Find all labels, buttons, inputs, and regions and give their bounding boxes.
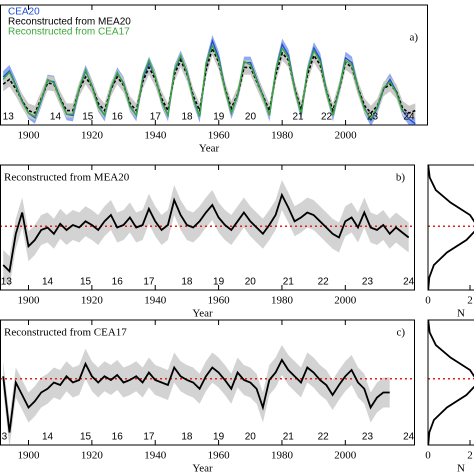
cycle-number: 23 (362, 432, 374, 443)
cycle-number: 24 (403, 432, 415, 443)
uncertainty-band (3, 180, 409, 287)
x-tick-label: 1920 (81, 295, 104, 307)
x-tick-label: 1980 (271, 295, 294, 307)
cycle-number: 14 (42, 277, 54, 288)
plot-area (2, 35, 416, 125)
cycle-number: 16 (112, 432, 124, 443)
data-line (2, 45, 416, 115)
cycle-number: 21 (283, 277, 295, 288)
cycle-number: 19 (213, 112, 225, 123)
x-tick-label: 1980 (271, 130, 294, 142)
plot-frame (0, 4, 428, 126)
cycle-number: 14 (50, 112, 62, 123)
histogram-area (428, 165, 474, 290)
x-tick-label: 2000 (334, 450, 357, 462)
x-axis-label: Year (192, 463, 213, 474)
cycle-number: 19 (213, 277, 225, 288)
x-tick-label: 1940 (144, 130, 167, 142)
panel-label: a) (409, 32, 418, 44)
legend-entry: Reconstructed from CEA17 (8, 27, 130, 38)
panel-title: Reconstructed from MEA20 (4, 172, 130, 184)
x-tick-label: 1920 (81, 450, 104, 462)
plot-frame (0, 164, 415, 291)
cycle-number: 23 (362, 277, 374, 288)
x-tick-label: 1900 (18, 450, 41, 462)
data-line (2, 192, 410, 274)
cycle-number: 22 (318, 432, 330, 443)
x-axis-label: Year (192, 308, 213, 320)
cycle-number: 24 (403, 277, 415, 288)
cycle-number: 14 (42, 432, 54, 443)
x-tick-label: 2000 (334, 295, 357, 307)
uncertainty-band (3, 35, 416, 125)
x-tick-label: 1900 (18, 295, 41, 307)
data-line (2, 43, 404, 121)
x-tick-label: 1900 (18, 130, 41, 142)
x-tick-label: 1980 (271, 450, 294, 462)
cycle-number: 21 (283, 432, 295, 443)
cycle-number: 22 (321, 112, 333, 123)
x-axis-label: Year (199, 143, 220, 155)
cycle-number: 13 (0, 432, 8, 443)
data-line (2, 358, 390, 433)
x-tick-label: 0 (425, 295, 431, 307)
cycle-number: 18 (181, 277, 193, 288)
cycle-number: 13 (1, 277, 13, 288)
plot-area (0, 180, 415, 287)
cycle-number: 19 (213, 432, 225, 443)
cycle-number: 24 (403, 112, 415, 123)
x-tick-label: 1960 (208, 130, 231, 142)
x-tick-label: 2 (467, 295, 473, 307)
cycle-number: 13 (3, 112, 15, 123)
cycle-number: 23 (367, 112, 379, 123)
x-tick-label: 1960 (208, 295, 231, 307)
x-tick-label: 2000 (335, 130, 358, 142)
legend-entry: CEA20 (8, 7, 40, 18)
x-axis-label: N (457, 308, 465, 320)
distribution-curve (428, 165, 474, 290)
panel-label: b) (396, 172, 406, 184)
x-tick-label: 1940 (144, 450, 167, 462)
cycle-number: 17 (150, 112, 162, 123)
x-tick-label: 1940 (144, 295, 167, 307)
cycle-number: 20 (245, 112, 257, 123)
cycle-number: 16 (112, 277, 124, 288)
x-tick-label: 0 (425, 450, 431, 462)
histogram-frame (427, 319, 474, 446)
plot-area (0, 345, 415, 445)
cycle-number: 15 (80, 277, 92, 288)
panel-title: Reconstructed from CEA17 (4, 327, 127, 339)
cycle-number: 15 (80, 432, 92, 443)
cycle-number: 22 (318, 277, 330, 288)
panel-label: c) (396, 327, 405, 339)
x-tick-label: 1960 (208, 450, 231, 462)
cycle-number: 20 (245, 432, 257, 443)
cycle-number: 16 (112, 112, 124, 123)
cycle-number: 18 (181, 432, 193, 443)
histogram-frame (427, 164, 474, 291)
plot-frame (0, 319, 415, 446)
x-axis-label: N (457, 463, 465, 474)
cycle-number: 17 (143, 432, 155, 443)
distribution-curve (428, 320, 474, 445)
cycle-number: 18 (181, 112, 193, 123)
legend-entry: Reconstructed from MEA20 (8, 17, 131, 28)
histogram-area (428, 320, 474, 445)
cycle-number: 15 (82, 112, 94, 123)
cycle-number: 21 (292, 112, 304, 123)
x-tick-label: 1920 (81, 130, 104, 142)
cycle-number: 17 (143, 277, 155, 288)
x-tick-label: 2 (467, 450, 473, 462)
cycle-number: 20 (245, 277, 257, 288)
uncertainty-band (3, 345, 390, 445)
